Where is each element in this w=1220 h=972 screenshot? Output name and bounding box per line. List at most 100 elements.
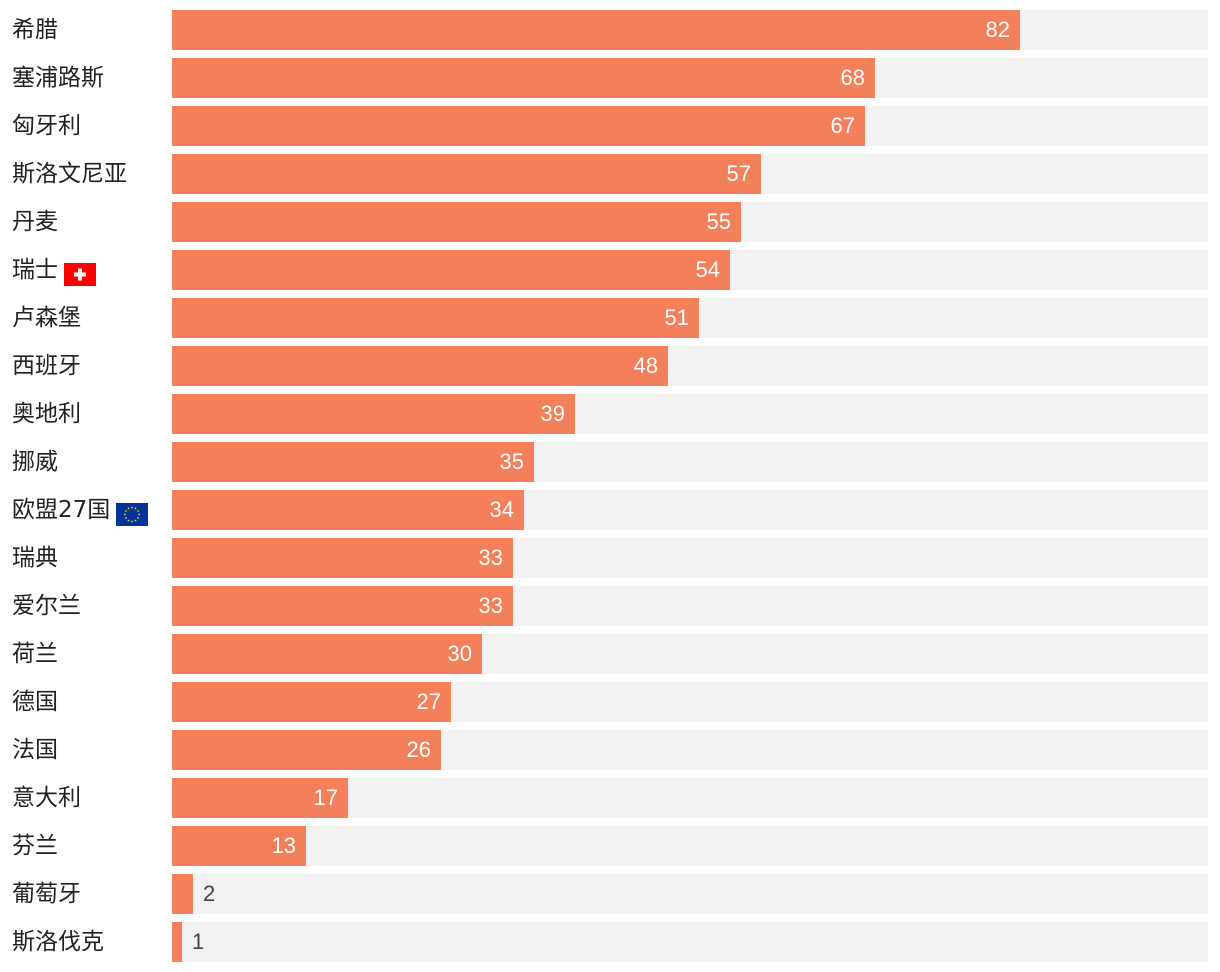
value-label: 17 xyxy=(313,785,338,810)
bar-track: 33 xyxy=(172,538,1208,578)
category-label: 荷兰 xyxy=(12,634,58,674)
category-label: 塞浦路斯 xyxy=(12,58,104,98)
bar-row: 瑞士 54 xyxy=(0,250,1220,290)
category-label-text: 葡萄牙 xyxy=(12,881,81,907)
category-label: 卢森堡 xyxy=(12,298,81,338)
bar xyxy=(172,826,306,866)
category-label: 德国 xyxy=(12,682,58,722)
bar-row: 西班牙 48 xyxy=(0,346,1220,386)
bar xyxy=(172,586,513,626)
bar xyxy=(172,394,575,434)
category-label-text: 希腊 xyxy=(12,17,58,43)
bar-row: 希腊 82 xyxy=(0,10,1220,50)
category-label-text: 西班牙 xyxy=(12,353,81,379)
bar xyxy=(172,250,730,290)
value-label: 55 xyxy=(706,209,731,234)
bar-track: 1 xyxy=(172,922,1208,962)
category-label-text: 斯洛文尼亚 xyxy=(12,161,127,187)
bar-track: 34 xyxy=(172,490,1208,530)
value-label: 26 xyxy=(406,737,431,762)
bar-row: 意大利 17 xyxy=(0,778,1220,818)
bar-track: 68 xyxy=(172,58,1208,98)
category-label: 希腊 xyxy=(12,10,58,50)
value-label: 82 xyxy=(985,17,1010,42)
category-label-text: 瑞典 xyxy=(12,545,58,571)
category-label-text: 挪威 xyxy=(12,449,58,475)
category-label-text: 爱尔兰 xyxy=(12,593,81,619)
bar-track: 27 xyxy=(172,682,1208,722)
category-label: 瑞典 xyxy=(12,538,58,578)
category-label-text: 瑞士 xyxy=(12,257,58,283)
value-label: 68 xyxy=(840,65,865,90)
bar-track: 39 xyxy=(172,394,1208,434)
category-label: 葡萄牙 xyxy=(12,874,81,914)
bar-row: 芬兰 13 xyxy=(0,826,1220,866)
category-label-text: 奥地利 xyxy=(12,401,81,427)
bar-track: 55 xyxy=(172,202,1208,242)
bar-track: 57 xyxy=(172,154,1208,194)
bar-row: 德国 27 xyxy=(0,682,1220,722)
bar xyxy=(172,106,865,146)
category-label-text: 芬兰 xyxy=(12,833,58,859)
bar xyxy=(172,10,1020,50)
category-label: 西班牙 xyxy=(12,346,81,386)
category-label-text: 欧盟27国 xyxy=(12,497,111,523)
bar-row: 匈牙利 67 xyxy=(0,106,1220,146)
bar-row: 葡萄牙 2 xyxy=(0,874,1220,914)
bar xyxy=(172,202,741,242)
category-label-text: 斯洛伐克 xyxy=(12,929,104,955)
category-label-text: 塞浦路斯 xyxy=(12,65,104,91)
category-label: 斯洛文尼亚 xyxy=(12,154,127,194)
bar-track: 26 xyxy=(172,730,1208,770)
value-label: 35 xyxy=(499,449,524,474)
value-label: 1 xyxy=(192,929,205,954)
category-label: 欧盟27国 xyxy=(12,490,149,530)
category-label-text: 意大利 xyxy=(12,785,81,811)
value-label: 51 xyxy=(664,305,689,330)
bar xyxy=(172,154,761,194)
bar-track: 48 xyxy=(172,346,1208,386)
bar-track: 2 xyxy=(172,874,1208,914)
category-label-text: 丹麦 xyxy=(12,209,58,235)
value-label: 33 xyxy=(478,545,503,570)
bar xyxy=(172,298,699,338)
bar xyxy=(172,346,668,386)
bar xyxy=(172,490,524,530)
value-label: 34 xyxy=(489,497,514,522)
bar xyxy=(172,442,534,482)
bar-track: 33 xyxy=(172,586,1208,626)
bar-track: 82 xyxy=(172,10,1208,50)
category-label: 奥地利 xyxy=(12,394,81,434)
bar-row: 斯洛伐克 1 xyxy=(0,922,1220,962)
bar-track: 35 xyxy=(172,442,1208,482)
category-label: 爱尔兰 xyxy=(12,586,81,626)
switzerland-flag-icon xyxy=(64,259,96,286)
value-label: 2 xyxy=(203,881,216,906)
category-label: 匈牙利 xyxy=(12,106,81,146)
bar-track: 30 xyxy=(172,634,1208,674)
category-label: 意大利 xyxy=(12,778,81,818)
bar-track: 67 xyxy=(172,106,1208,146)
bar xyxy=(172,538,513,578)
category-label: 挪威 xyxy=(12,442,58,482)
bar xyxy=(172,874,193,914)
value-label: 13 xyxy=(271,833,296,858)
bar xyxy=(172,730,441,770)
bar-track: 54 xyxy=(172,250,1208,290)
category-label-text: 法国 xyxy=(12,737,58,763)
bar-row: 奥地利 39 xyxy=(0,394,1220,434)
bar-track: 51 xyxy=(172,298,1208,338)
value-label: 67 xyxy=(830,113,855,138)
bar-track: 17 xyxy=(172,778,1208,818)
value-label: 33 xyxy=(478,593,503,618)
bar xyxy=(172,634,482,674)
bar-row: 爱尔兰 33 xyxy=(0,586,1220,626)
bar xyxy=(172,682,451,722)
bar xyxy=(172,922,182,962)
bar-row: 丹麦 55 xyxy=(0,202,1220,242)
bar-row: 斯洛文尼亚 57 xyxy=(0,154,1220,194)
value-label: 39 xyxy=(540,401,565,426)
value-label: 57 xyxy=(726,161,751,186)
value-label: 30 xyxy=(447,641,472,666)
